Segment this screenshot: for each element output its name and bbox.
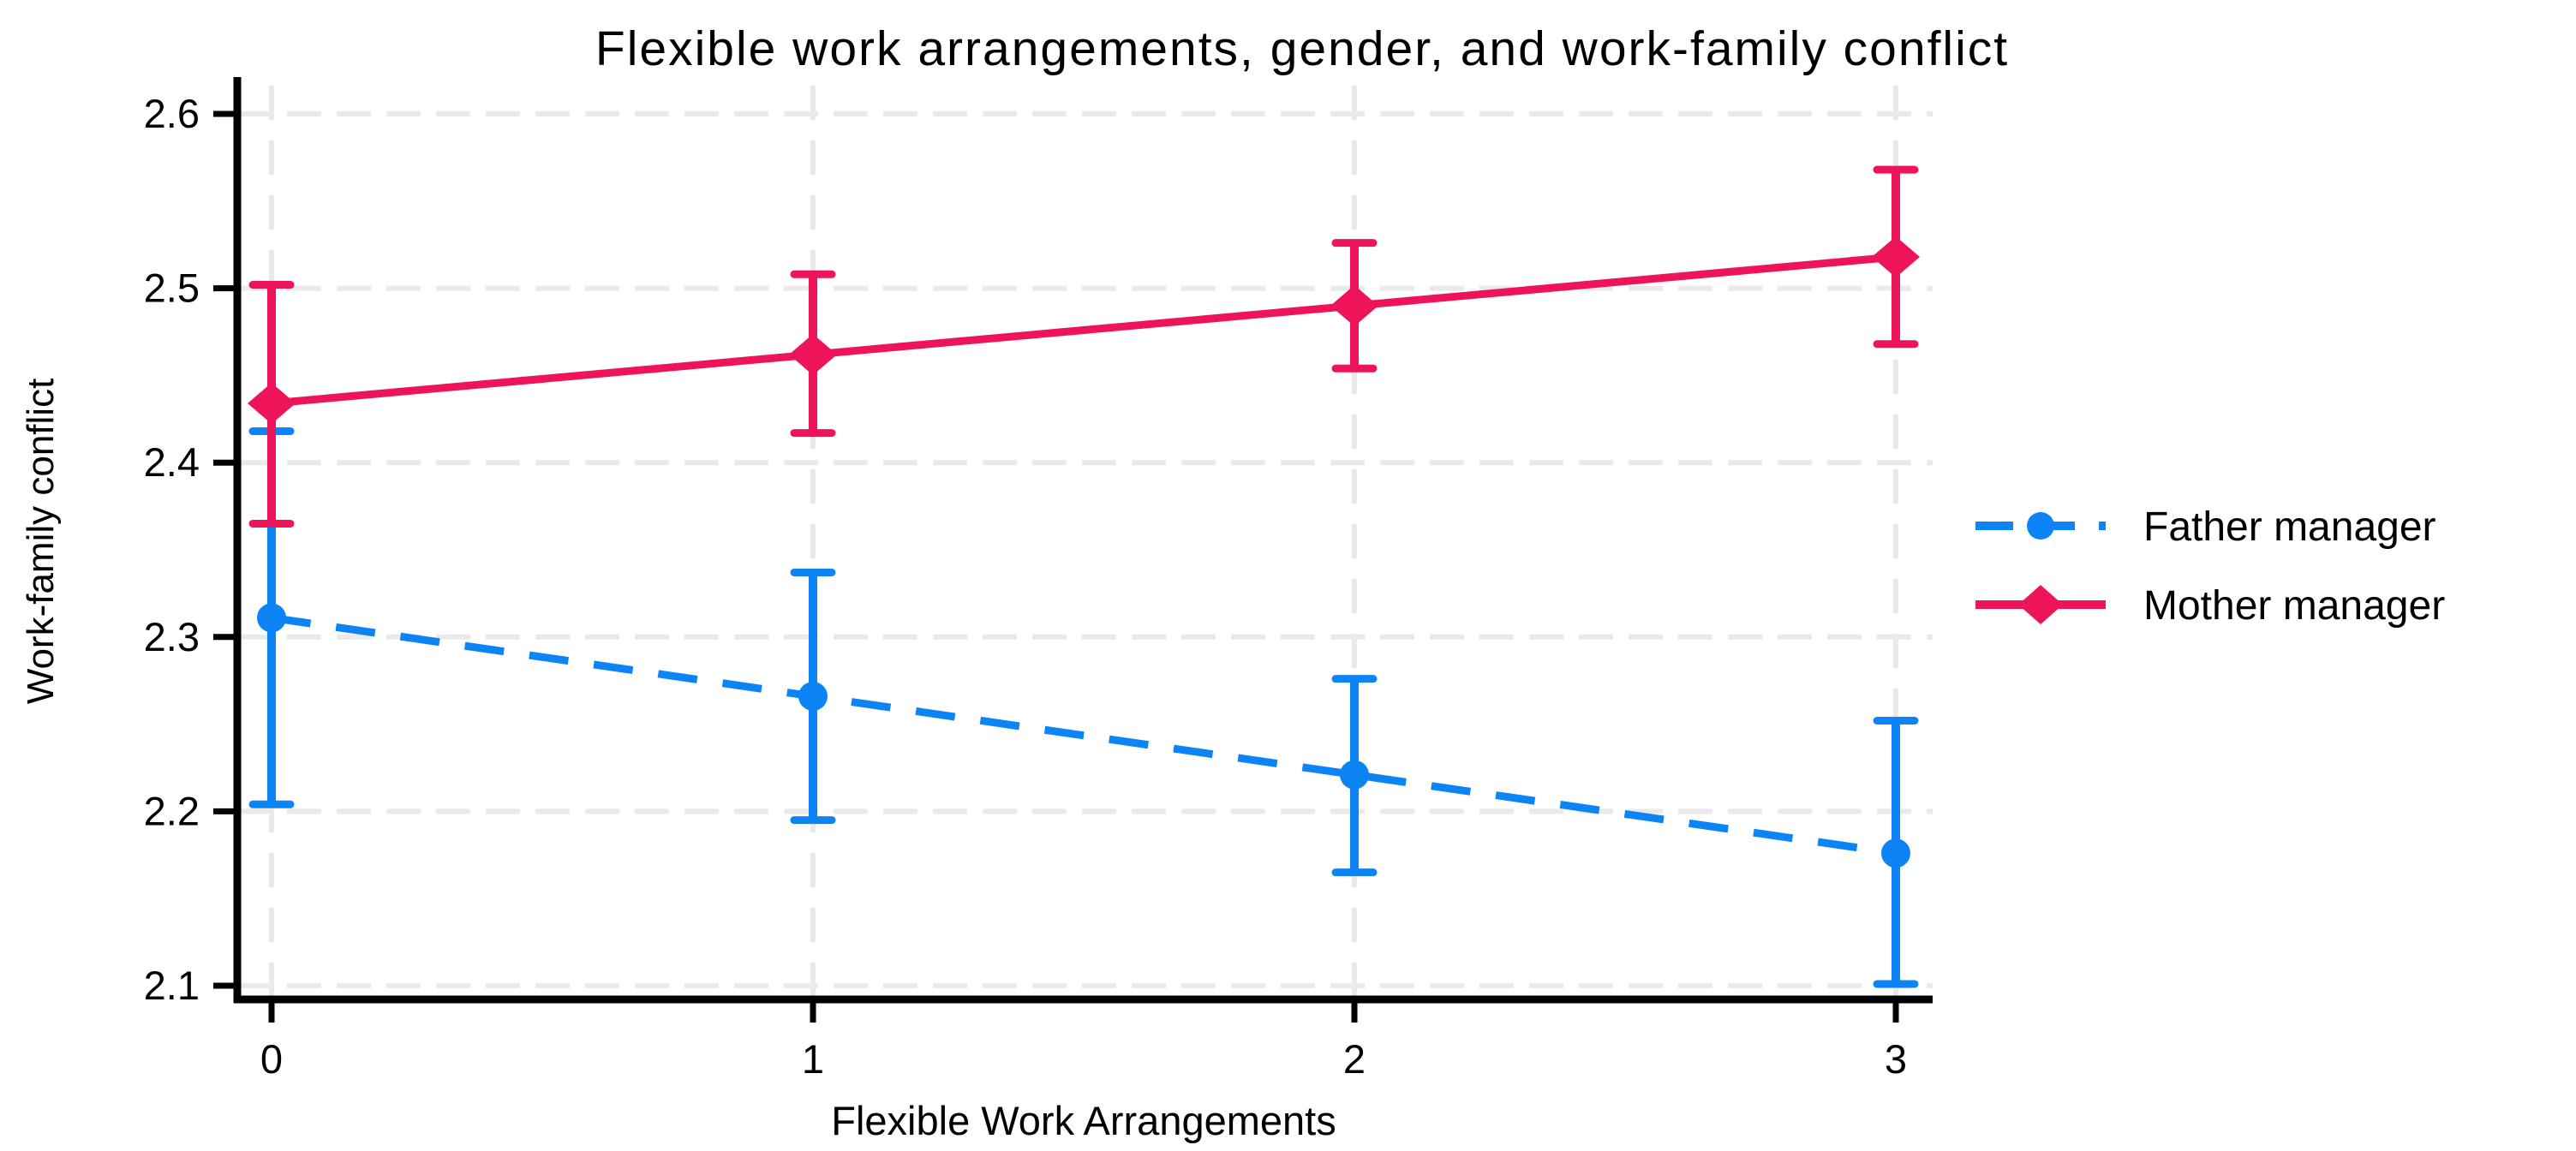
error-bars [248,165,1919,988]
father-manager-marker [1881,838,1910,868]
father-manager-marker [257,603,286,633]
y-axis-title: Work-family conflict [20,379,62,705]
tick-labels: 2.6 2.5 2.4 2.3 2.2 2.1 0 1 2 3 [144,91,1907,1082]
y-tick-label: 2.5 [144,265,200,311]
mother-manager-marker [1330,284,1378,326]
legend-mother-manager-label: Mother manager [2143,583,2445,629]
father-manager-marker [798,682,828,712]
legend-father-manager-marker [2027,512,2054,540]
mother-manager-marker [248,382,296,424]
mother-manager-marker [789,333,837,375]
x-axis-title: Flexible Work Arrangements [831,1098,1336,1143]
legend: Father manager Mother manager [1975,504,2445,629]
y-tick-label: 2.6 [144,91,200,136]
chart-title: Flexible work arrangements, gender, and … [595,21,2009,76]
father-manager-line [271,613,1897,857]
series-markers [248,236,1920,868]
tick-marks [213,110,1899,1023]
y-tick-label: 2.1 [144,963,200,1008]
legend-father-manager-label: Father manager [2143,504,2436,550]
legend-item-mother-manager: Mother manager [1975,583,2445,629]
horizontal-gridlines [237,111,1933,988]
legend-item-father-manager: Father manager [1975,504,2436,550]
mother-manager-line [271,253,1897,408]
mother-manager-marker [1872,236,1920,277]
axes [233,77,1933,1004]
legend-mother-manager-marker [2018,585,2063,624]
x-tick-label: 3 [1885,1036,1907,1082]
x-tick-label: 1 [802,1036,824,1082]
x-tick-label: 0 [260,1036,283,1082]
father-manager-marker [1340,760,1369,790]
y-tick-label: 2.3 [144,614,200,659]
x-tick-label: 2 [1343,1036,1366,1082]
y-tick-label: 2.4 [144,439,200,485]
series-lines [271,253,1897,857]
vertical-gridlines [269,86,1898,999]
y-tick-label: 2.2 [144,788,200,833]
